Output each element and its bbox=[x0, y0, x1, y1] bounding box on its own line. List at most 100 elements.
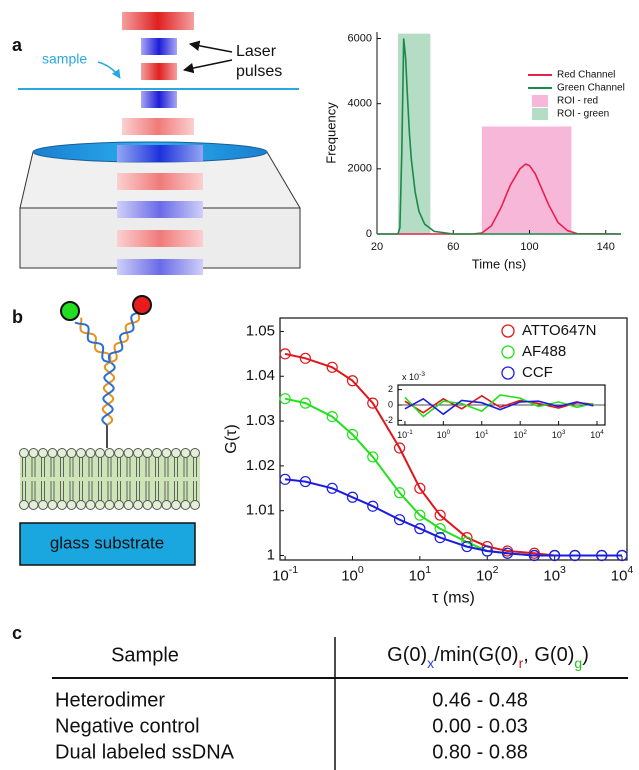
point bbox=[346, 375, 359, 387]
point bbox=[367, 397, 379, 409]
point bbox=[549, 549, 561, 562]
legend-label: ATTO647N bbox=[522, 322, 596, 339]
tick-exponent: 4 bbox=[600, 429, 604, 436]
header-part: , G(0) bbox=[523, 644, 574, 666]
chart: 20 60 100 140 0 2000 4000 6000 Time (ns) Frequenc… bbox=[323, 32, 625, 272]
lipid-head bbox=[57, 500, 67, 510]
pulse bbox=[122, 12, 194, 30]
point bbox=[393, 442, 406, 454]
lipid-head bbox=[142, 448, 153, 458]
axis-multiplier: x 10-3 bbox=[402, 371, 425, 383]
dna-strand bbox=[101, 361, 116, 426]
legend-swatch bbox=[532, 95, 548, 107]
tick-exponent: 2 bbox=[523, 429, 527, 436]
series-line bbox=[404, 397, 594, 416]
tick-base: 10 bbox=[437, 430, 447, 440]
pulse bbox=[141, 63, 177, 80]
bilayer bbox=[20, 455, 200, 503]
y-tick-label: 0 bbox=[366, 228, 372, 240]
lipid-head bbox=[85, 448, 96, 458]
series-line bbox=[404, 394, 594, 418]
pulse bbox=[122, 118, 194, 135]
substrate bbox=[19, 522, 196, 566]
dna-strand bbox=[107, 312, 139, 363]
legend-label: ROI - red bbox=[557, 96, 598, 107]
lipid-head bbox=[142, 500, 153, 510]
panel-letter: c bbox=[12, 623, 22, 643]
tick-base: 10 bbox=[272, 567, 289, 584]
x-tick-label: 10-1 bbox=[397, 429, 413, 441]
y-tick-label: 2000 bbox=[348, 163, 372, 175]
column-header: G(0)x/min(G(0)r, G(0)g) bbox=[387, 644, 589, 670]
tick-exponent: 0 bbox=[447, 429, 451, 436]
point bbox=[596, 549, 608, 562]
x-tick-label: 101 bbox=[409, 564, 432, 585]
point bbox=[393, 514, 406, 526]
lipid-head bbox=[161, 448, 172, 458]
lipid-head bbox=[133, 500, 143, 510]
point bbox=[367, 451, 379, 463]
dye bbox=[132, 295, 152, 315]
point bbox=[414, 523, 426, 535]
lipid-head bbox=[123, 448, 134, 458]
sample-label: sample bbox=[42, 51, 87, 67]
point bbox=[393, 487, 406, 499]
point bbox=[346, 428, 359, 441]
lipid-head bbox=[76, 500, 86, 510]
arrow bbox=[97, 61, 121, 79]
lipid-head bbox=[171, 448, 181, 458]
lipid-head bbox=[190, 500, 200, 510]
optics-diagram: sample Laser pulses bbox=[18, 12, 301, 275]
cell: Heterodimer bbox=[55, 689, 165, 711]
y-tick-label: 2 bbox=[388, 384, 393, 394]
tick-base: 10 bbox=[409, 567, 426, 584]
lipid-head bbox=[47, 448, 58, 458]
tick-base: 10 bbox=[475, 430, 485, 440]
point bbox=[279, 473, 291, 485]
legend-label: CCF bbox=[522, 364, 553, 381]
legend-label: AF488 bbox=[522, 343, 566, 360]
x-tick-label: 103 bbox=[552, 429, 566, 441]
x-tick-label: 102 bbox=[513, 429, 527, 441]
point bbox=[299, 475, 311, 488]
series-line bbox=[377, 163, 622, 235]
legend-swatch bbox=[532, 108, 548, 120]
y-tick-label: 6000 bbox=[348, 32, 372, 44]
plot-frame bbox=[279, 317, 628, 561]
point bbox=[434, 509, 446, 521]
tick-base: 10 bbox=[476, 567, 493, 584]
point bbox=[501, 547, 514, 559]
point bbox=[414, 482, 426, 494]
lipid-head bbox=[66, 500, 77, 510]
y-tick-label: 1.05 bbox=[246, 322, 275, 339]
lipid-head bbox=[190, 448, 200, 458]
legend-marker bbox=[501, 324, 515, 338]
tick-exponent: 3 bbox=[560, 564, 566, 576]
y-tick-label: 1.02 bbox=[246, 457, 275, 474]
multiplier-base: x 10 bbox=[402, 372, 419, 382]
pulse bbox=[117, 230, 203, 247]
y-tick-label: 1.03 bbox=[246, 412, 275, 429]
x-tick-label: 100 bbox=[520, 241, 538, 253]
dna-strand bbox=[79, 317, 112, 363]
tick-exponent: 1 bbox=[425, 564, 431, 576]
x-tick-label: 100 bbox=[437, 429, 451, 441]
cell: Dual labeled ssDNA bbox=[55, 741, 235, 763]
lipid-head bbox=[47, 500, 58, 510]
y-axis-title: G(τ) bbox=[223, 424, 240, 453]
chart: 10-1 100 101 102 103 10411.011.021.031.041.05… bbox=[223, 317, 633, 607]
point bbox=[299, 352, 311, 364]
lipid-head bbox=[95, 500, 105, 510]
arrow bbox=[182, 59, 233, 74]
point bbox=[616, 549, 628, 562]
y-axis-title: Frequency bbox=[323, 102, 338, 164]
pulse bbox=[141, 91, 177, 108]
y-tick-label: 0 bbox=[388, 399, 393, 409]
legend-label: ROI - green bbox=[557, 109, 609, 120]
point bbox=[346, 491, 359, 503]
x-tick-label: 20 bbox=[371, 241, 383, 253]
cell: 0.00 - 0.03 bbox=[432, 715, 528, 737]
point bbox=[528, 549, 540, 562]
